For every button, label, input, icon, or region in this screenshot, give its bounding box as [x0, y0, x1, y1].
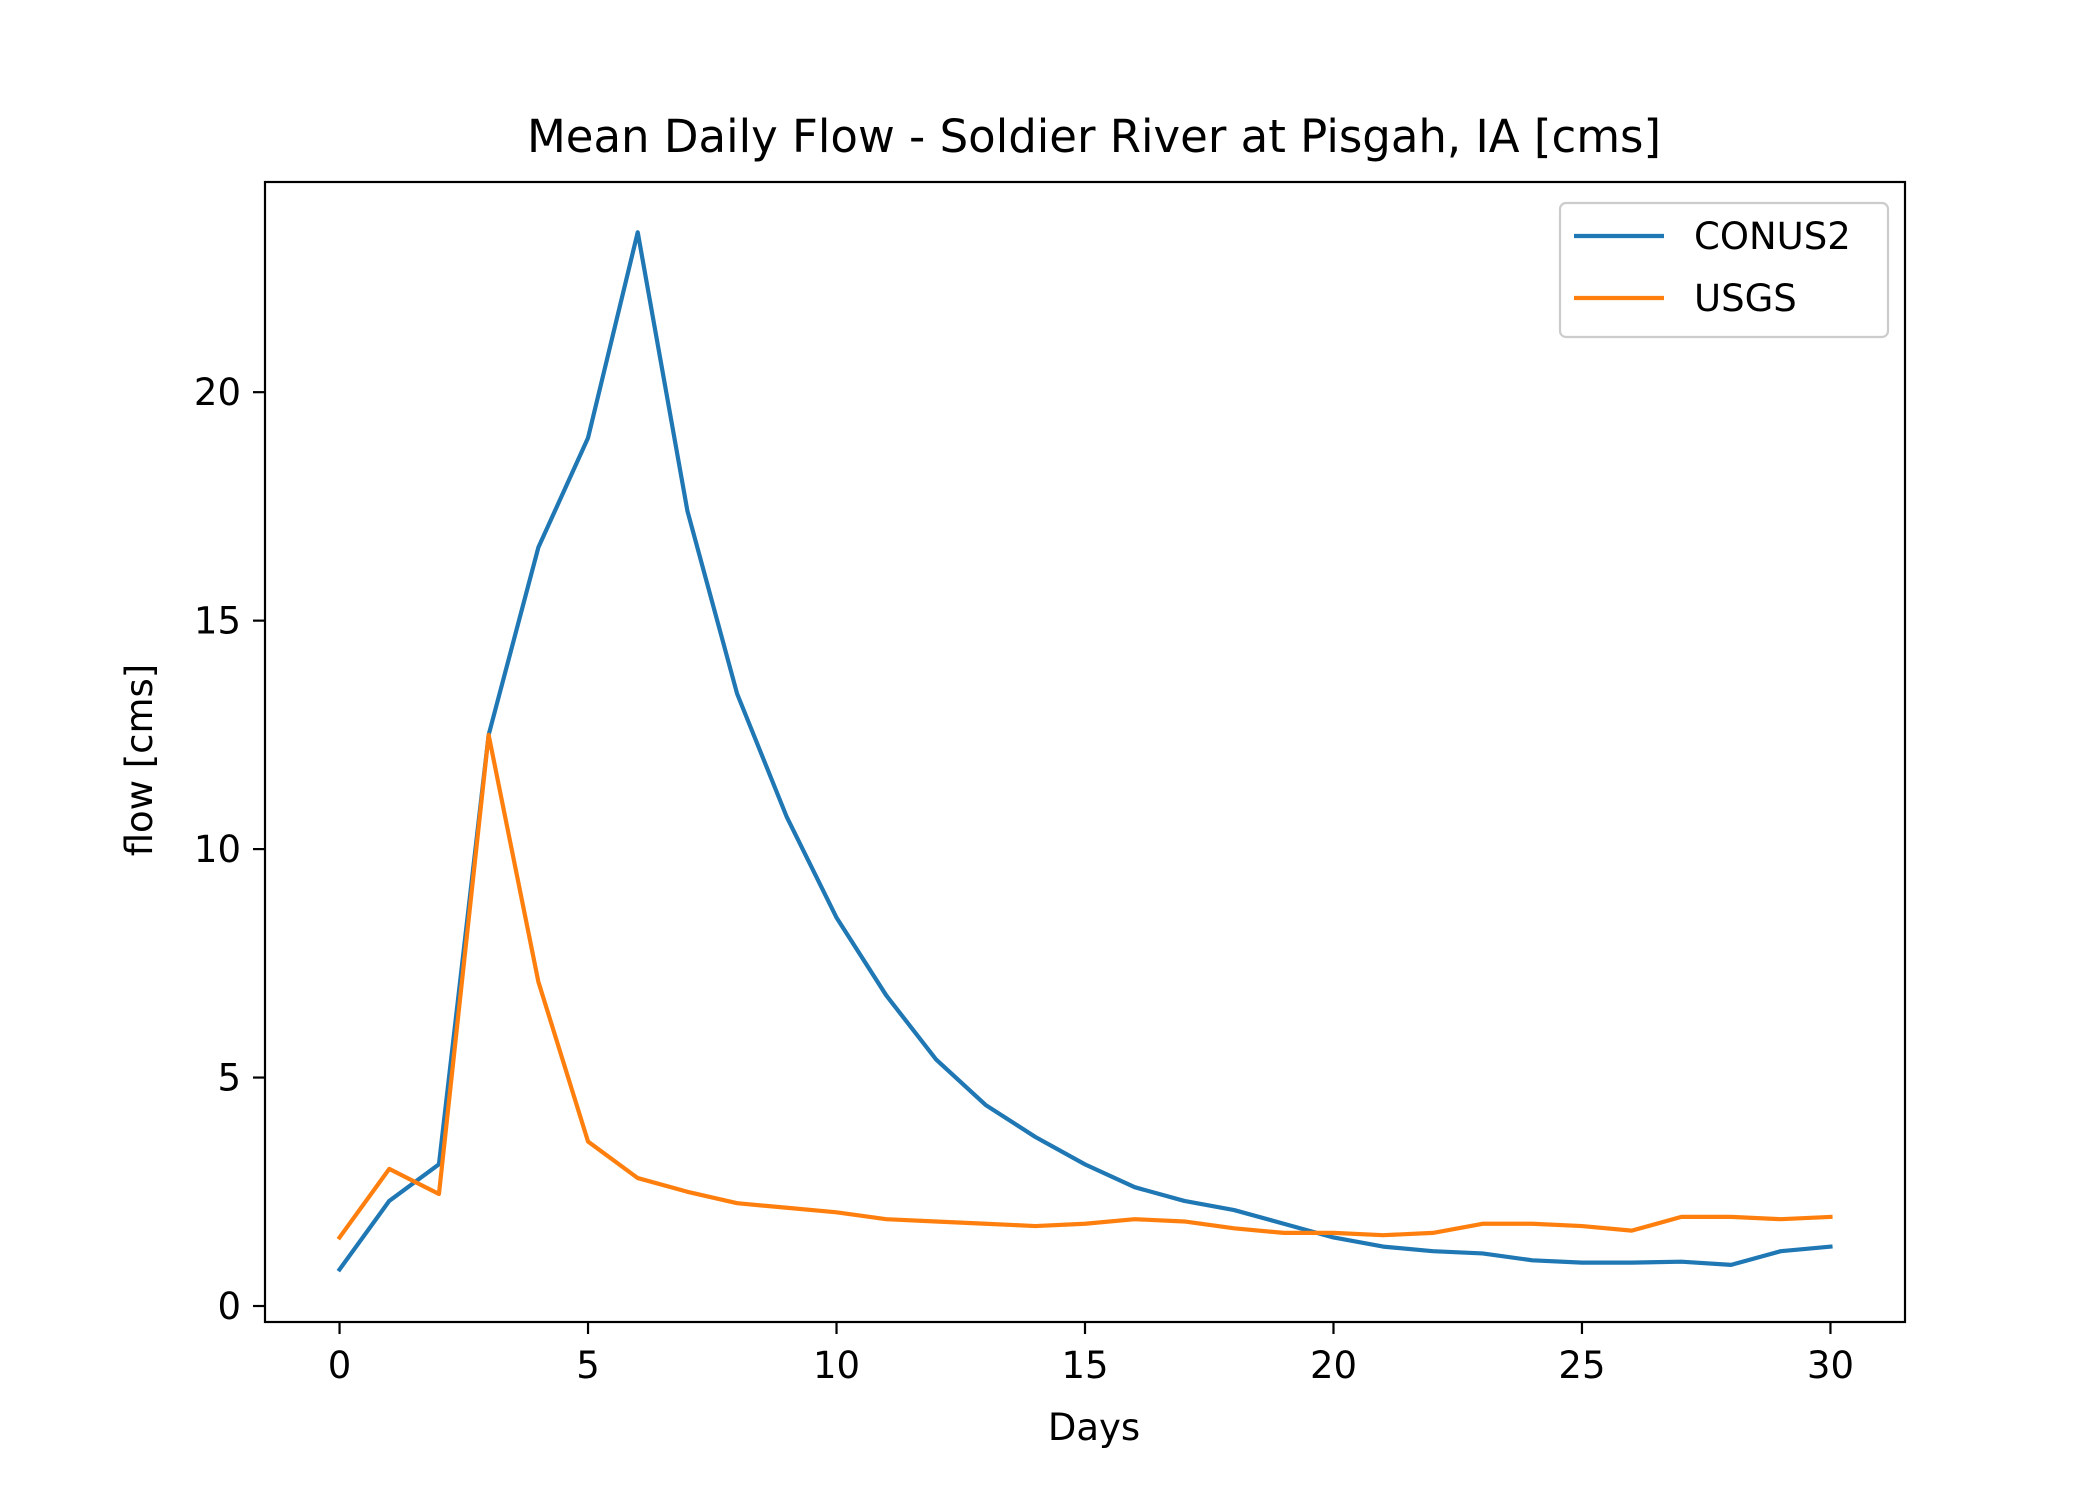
chart-title: Mean Daily Flow - Soldier River at Pisga…: [527, 110, 1661, 163]
x-tick-label: 30: [1807, 1344, 1854, 1387]
y-tick-label: 20: [194, 371, 241, 414]
y-axis-label: flow [cms]: [118, 664, 161, 857]
x-tick-label: 20: [1310, 1344, 1357, 1387]
x-tick-label: 25: [1558, 1344, 1605, 1387]
axis-ticks: 0 5 10 15 20 25 30 0 5 10 15 20: [194, 371, 1854, 1387]
y-tick-label: 10: [194, 828, 241, 871]
legend-label-conus2: CONUS2: [1694, 215, 1851, 258]
plot-frame: [263, 180, 1907, 1324]
x-tick-label: 10: [813, 1344, 860, 1387]
y-tick-label: 0: [217, 1285, 241, 1328]
series-line-usgs: [336, 732, 1833, 1241]
x-tick-label: 15: [1061, 1344, 1108, 1387]
x-tick-label: 0: [328, 1344, 352, 1387]
legend-label-usgs: USGS: [1694, 277, 1797, 320]
y-tick-label: 5: [217, 1057, 241, 1100]
series-line-conus2: [336, 230, 1833, 1273]
legend: CONUS2 USGS: [1558, 201, 1890, 339]
plot-area: [263, 180, 1907, 1324]
y-tick-label: 15: [194, 600, 241, 643]
x-tick-label: 5: [576, 1344, 600, 1387]
x-axis-label: Days: [1048, 1406, 1140, 1449]
